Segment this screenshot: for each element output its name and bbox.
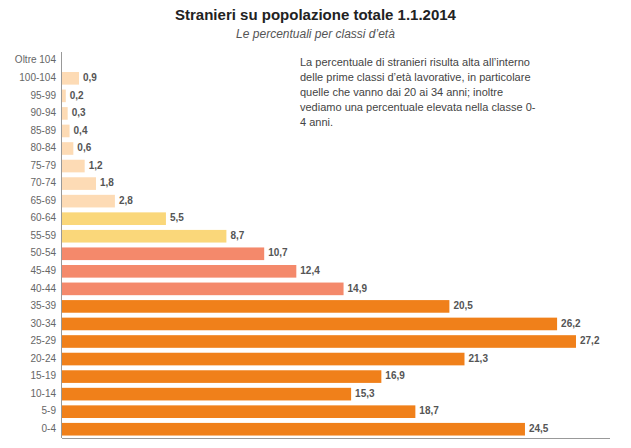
data-label: 1,2 <box>89 160 103 171</box>
tick-label: 100-104 <box>19 72 56 83</box>
tick-label: 40-44 <box>30 283 56 294</box>
bar <box>62 265 296 278</box>
bar <box>62 160 85 173</box>
bar <box>62 300 449 313</box>
tick-label: 55-59 <box>30 230 56 241</box>
bar <box>62 212 166 225</box>
data-label: 15,3 <box>355 388 375 399</box>
data-label: 0,6 <box>77 142 91 153</box>
data-label: 21,3 <box>468 353 488 364</box>
tick-label: 0-4 <box>42 423 57 434</box>
bar <box>62 230 226 243</box>
data-label: 10,7 <box>268 247 288 258</box>
y-axis-line <box>61 52 62 438</box>
tick-label: 30-34 <box>30 318 56 329</box>
tick-label: 60-64 <box>30 212 56 223</box>
data-label: 2,8 <box>119 195 133 206</box>
title: Stranieri su popolazione totale 1.1.2014 <box>175 6 457 23</box>
bar <box>62 318 557 331</box>
chart: Stranieri su popolazione totale 1.1.2014… <box>0 0 631 448</box>
tick-label: 95-99 <box>30 90 56 101</box>
data-label: 0,9 <box>83 72 97 83</box>
tick-label: 35-39 <box>30 300 56 311</box>
tick-label: 20-24 <box>30 353 56 364</box>
bar <box>62 405 415 418</box>
data-label: 24,5 <box>529 423 549 434</box>
bar <box>62 370 381 383</box>
bar <box>62 335 576 348</box>
subtitle: Le percentuali per classi d’età <box>236 27 395 41</box>
bar <box>62 72 79 85</box>
bar <box>62 125 70 138</box>
data-label: 18,7 <box>419 405 439 416</box>
data-label: 8,7 <box>230 230 244 241</box>
tick-label: Oltre 104 <box>15 54 57 65</box>
data-label: 5,5 <box>170 212 184 223</box>
tick-label: 15-19 <box>30 370 56 381</box>
bar <box>62 142 73 155</box>
tick-label: 75-79 <box>30 160 56 171</box>
tick-label: 45-49 <box>30 265 56 276</box>
annotation: La percentuale di stranieri risulta alta… <box>300 56 536 128</box>
bar <box>62 195 115 208</box>
bar <box>62 90 66 103</box>
bar <box>62 54 63 67</box>
tick-label: 85-89 <box>30 125 56 136</box>
tick-label: 25-29 <box>30 335 56 346</box>
data-label: 1,8 <box>100 177 114 188</box>
data-label: 0,3 <box>72 107 86 118</box>
bar <box>62 388 351 401</box>
tick-label: 10-14 <box>30 388 56 399</box>
data-label: 16,9 <box>385 370 405 381</box>
bar <box>62 177 96 190</box>
data-label: 26,2 <box>561 318 581 329</box>
x-axis-line <box>62 438 610 439</box>
bar <box>62 107 68 120</box>
data-label: 0,2 <box>70 90 84 101</box>
bar <box>62 353 464 366</box>
labels: Oltre 104 100-104 0,9 95-99 0,2 90-94 0,3 85-89… <box>15 54 600 433</box>
tick-label: 5-9 <box>42 405 57 416</box>
tick-label: 80-84 <box>30 142 56 153</box>
tick-label: 65-69 <box>30 195 56 206</box>
tick-label: 50-54 <box>30 247 56 258</box>
tick-label: 90-94 <box>30 107 56 118</box>
bar <box>62 283 344 296</box>
bar <box>62 423 525 436</box>
data-label: 20,5 <box>453 300 473 311</box>
data-label: 0,4 <box>74 125 88 136</box>
tick-label: 70-74 <box>30 177 56 188</box>
data-label: 27,2 <box>580 335 600 346</box>
bars <box>62 72 576 436</box>
data-label: 14,9 <box>348 283 368 294</box>
data-label: 12,4 <box>300 265 320 276</box>
bar <box>62 247 264 260</box>
